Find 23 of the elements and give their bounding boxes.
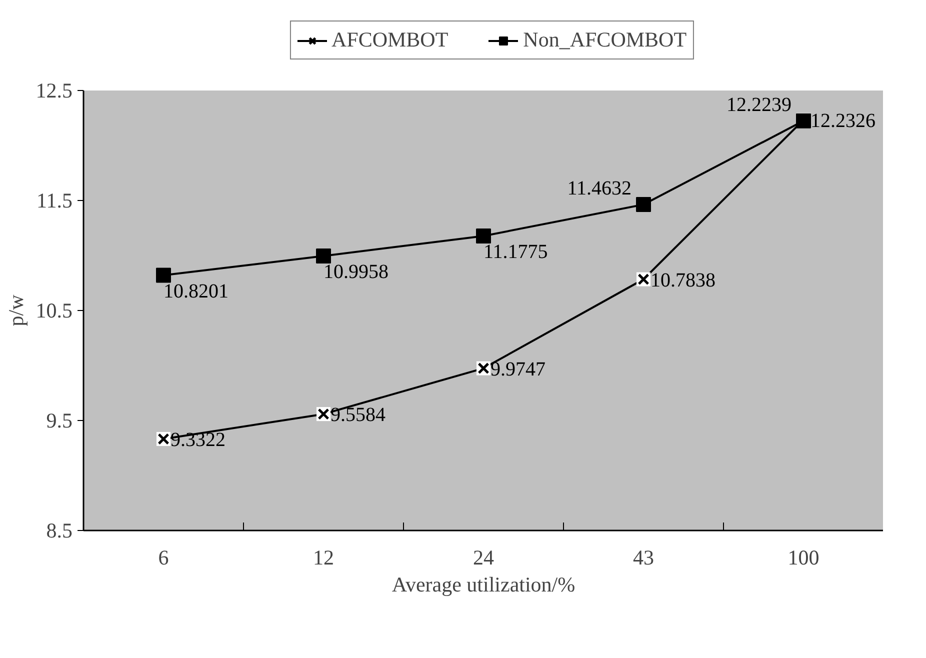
data-label: 10.8201 bbox=[164, 280, 228, 302]
legend-label: AFCOMBOT bbox=[331, 28, 448, 52]
x-tick-label: 6 bbox=[158, 546, 169, 570]
x-axis-title: Average utilization/% bbox=[392, 572, 576, 596]
x-tick-label: 24 bbox=[473, 546, 494, 570]
data-label: 11.4632 bbox=[567, 178, 632, 200]
data-label: 10.9958 bbox=[324, 260, 388, 283]
y-tick-label: 10.5 bbox=[36, 298, 72, 322]
x-tick-label: 100 bbox=[788, 546, 820, 570]
y-tick-label: 9.5 bbox=[46, 408, 72, 432]
data-label: 9.9747 bbox=[490, 358, 546, 380]
y-tick-label: 12.5 bbox=[36, 78, 72, 102]
x-tick-label: 43 bbox=[633, 546, 654, 570]
data-label: 10.7838 bbox=[650, 269, 716, 292]
data-label: 12.2239 bbox=[726, 94, 792, 116]
x-tick-label: 12 bbox=[313, 546, 334, 570]
legend-label: Non_AFCOMBOT bbox=[523, 28, 687, 52]
data-label: 11.1775 bbox=[484, 240, 548, 263]
data-label: 12.2326 bbox=[810, 110, 876, 132]
data-label: 9.5584 bbox=[330, 404, 386, 426]
y-axis-title: p/w bbox=[4, 294, 28, 326]
y-tick-label: 8.5 bbox=[46, 518, 72, 542]
y-tick-label: 11.5 bbox=[36, 188, 73, 212]
